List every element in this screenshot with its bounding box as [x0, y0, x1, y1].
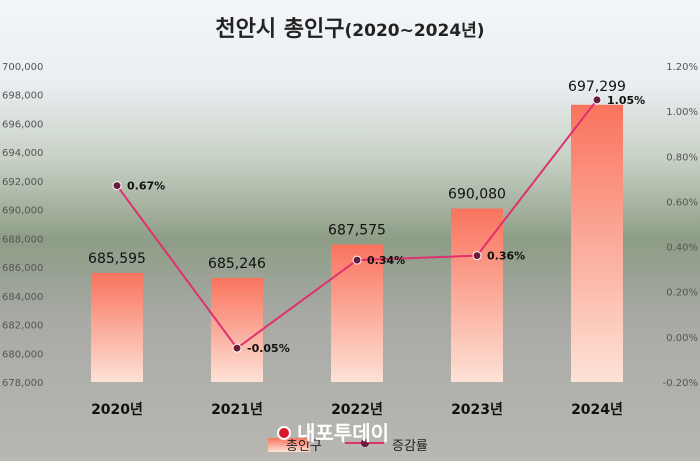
line-point-label: 0.36%: [487, 250, 525, 263]
left-tick-label: 682,000: [2, 321, 43, 332]
category-label: 2024년: [571, 402, 623, 418]
bar: [211, 277, 263, 382]
left-tick-label: 690,000: [2, 206, 43, 217]
bar-value-label: 690,080: [448, 186, 506, 202]
bar-value-label: 697,299: [568, 79, 626, 95]
line-point: [232, 343, 242, 353]
right-axis: 1.20% 1.00% 0.80% 0.60% 0.40% 0.20% 0.00% -0.20…: [663, 62, 698, 389]
chart-title: 천안시 총인구(2020~2024년): [215, 17, 484, 42]
right-tick-label: 0.60%: [666, 197, 698, 208]
bar-series: 685,595 685,246 687,575 690,080 697,299: [88, 79, 626, 383]
right-tick-label: 1.00%: [666, 107, 698, 118]
right-tick-label: 1.20%: [666, 62, 698, 73]
line-point-label: -0.05%: [247, 342, 290, 355]
legend-label-bar: 총인구: [286, 439, 322, 454]
right-tick-label: 0.80%: [666, 152, 698, 163]
left-axis: 700,000 698,000 696,000 694,000 692,000 690,0…: [2, 62, 43, 389]
left-tick-label: 678,000: [2, 378, 43, 389]
line-series: 0.67% -0.05% 0.34% 0.36% 1.05%: [112, 94, 645, 355]
left-tick-label: 700,000: [2, 62, 43, 73]
category-label: 2022년: [331, 402, 383, 418]
bar-value-label: 685,246: [208, 256, 266, 272]
legend: 총인구 증감률: [268, 438, 428, 454]
left-tick-label: 694,000: [2, 148, 43, 159]
right-tick-label: 0.00%: [666, 333, 698, 344]
line-point-label: 0.67%: [127, 180, 165, 193]
line-point: [112, 181, 122, 191]
watermark-text: 내포투데이: [297, 421, 389, 445]
bar-value-label: 685,595: [88, 251, 146, 267]
bar: [451, 208, 503, 382]
line-point: [472, 251, 482, 261]
line-point: [352, 255, 362, 265]
legend-swatch-bar: [268, 438, 310, 452]
right-tick-label: -0.20%: [663, 378, 698, 389]
category-axis: 2020년 2021년 2022년 2023년 2024년: [91, 402, 623, 418]
bar: [91, 272, 143, 382]
category-label: 2023년: [451, 402, 503, 418]
bar: [331, 244, 383, 382]
watermark-logo-dot: [279, 428, 289, 438]
category-label: 2020년: [91, 402, 143, 418]
legend-label-line: 증감률: [392, 439, 428, 454]
left-tick-label: 688,000: [2, 234, 43, 245]
left-tick-label: 692,000: [2, 177, 43, 188]
bar-value-label: 687,575: [328, 222, 386, 238]
legend-marker-line: [361, 439, 369, 447]
left-tick-label: 696,000: [2, 119, 43, 130]
bar: [571, 104, 623, 383]
left-tick-label: 680,000: [2, 349, 43, 360]
left-tick-label: 686,000: [2, 263, 43, 274]
left-tick-label: 684,000: [2, 292, 43, 303]
right-tick-label: 0.20%: [666, 288, 698, 299]
line-point-label: 0.34%: [367, 254, 405, 267]
line-point: [592, 95, 602, 105]
right-tick-label: 0.40%: [666, 243, 698, 254]
category-label: 2021년: [211, 402, 263, 418]
line-point-label: 1.05%: [607, 94, 645, 107]
watermark: 내포투데이: [277, 421, 389, 445]
left-tick-label: 698,000: [2, 91, 43, 102]
